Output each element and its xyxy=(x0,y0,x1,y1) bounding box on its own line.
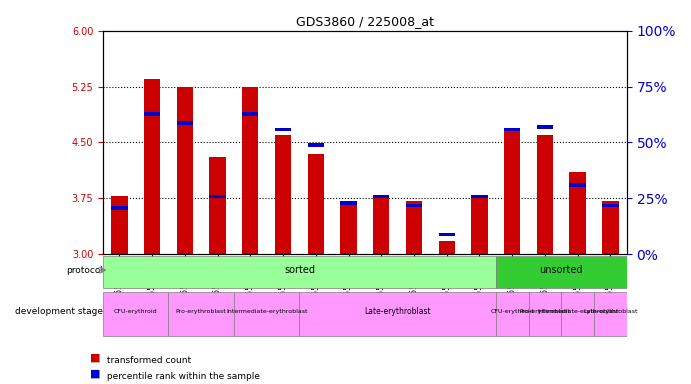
Bar xyxy=(471,195,488,199)
FancyBboxPatch shape xyxy=(103,256,496,288)
Text: protocol: protocol xyxy=(66,266,103,275)
Bar xyxy=(603,204,618,207)
Bar xyxy=(341,201,357,254)
FancyBboxPatch shape xyxy=(594,292,627,336)
Title: GDS3860 / 225008_at: GDS3860 / 225008_at xyxy=(296,15,434,28)
Text: ■: ■ xyxy=(90,368,100,378)
Bar xyxy=(144,112,160,116)
Bar xyxy=(341,201,357,205)
Text: CFU-erythroid: CFU-erythroid xyxy=(491,309,534,314)
Bar xyxy=(603,201,618,254)
Bar xyxy=(373,195,390,199)
Bar xyxy=(111,206,128,210)
Bar xyxy=(439,241,455,254)
Bar xyxy=(209,195,226,199)
Bar xyxy=(307,143,324,147)
Text: Intermediate-erythroblast: Intermediate-erythroblast xyxy=(226,309,307,314)
Bar xyxy=(307,154,324,254)
Bar xyxy=(406,204,422,207)
Bar xyxy=(471,195,488,254)
Text: Late-erythroblast: Late-erythroblast xyxy=(364,307,431,316)
Bar xyxy=(111,196,128,254)
Bar xyxy=(537,135,553,254)
Bar xyxy=(242,112,258,116)
Text: development stage: development stage xyxy=(15,307,103,316)
FancyBboxPatch shape xyxy=(299,292,496,336)
Text: Pro-erythroblast: Pro-erythroblast xyxy=(520,309,570,314)
Text: percentile rank within the sample: percentile rank within the sample xyxy=(104,372,260,381)
Text: sorted: sorted xyxy=(284,265,315,275)
Bar xyxy=(439,233,455,237)
Bar xyxy=(406,201,422,254)
Bar xyxy=(569,172,586,254)
Bar xyxy=(537,125,553,129)
Bar xyxy=(242,86,258,254)
FancyBboxPatch shape xyxy=(234,292,299,336)
Text: unsorted: unsorted xyxy=(540,265,583,275)
FancyBboxPatch shape xyxy=(496,256,627,288)
Bar xyxy=(373,196,390,254)
Bar xyxy=(144,79,160,254)
FancyBboxPatch shape xyxy=(529,292,561,336)
Text: Late-erythroblast: Late-erythroblast xyxy=(583,309,638,314)
Bar xyxy=(504,131,520,254)
Text: transformed count: transformed count xyxy=(104,356,191,366)
FancyBboxPatch shape xyxy=(103,292,169,336)
Bar xyxy=(177,121,193,124)
Bar xyxy=(275,135,291,254)
Bar xyxy=(504,127,520,131)
Text: ■: ■ xyxy=(90,353,100,363)
FancyBboxPatch shape xyxy=(169,292,234,336)
FancyBboxPatch shape xyxy=(496,292,529,336)
Bar xyxy=(177,86,193,254)
Text: Pro-erythroblast: Pro-erythroblast xyxy=(176,309,227,314)
Bar xyxy=(209,157,226,254)
Text: CFU-erythroid: CFU-erythroid xyxy=(114,309,158,314)
Bar xyxy=(275,127,291,131)
FancyBboxPatch shape xyxy=(561,292,594,336)
Text: Intermediate-erythroblast: Intermediate-erythroblast xyxy=(537,309,618,314)
Bar xyxy=(569,184,586,187)
